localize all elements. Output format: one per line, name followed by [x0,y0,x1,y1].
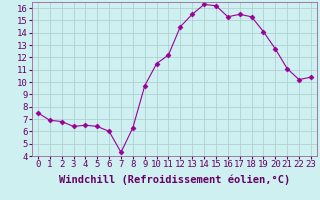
X-axis label: Windchill (Refroidissement éolien,°C): Windchill (Refroidissement éolien,°C) [59,175,290,185]
